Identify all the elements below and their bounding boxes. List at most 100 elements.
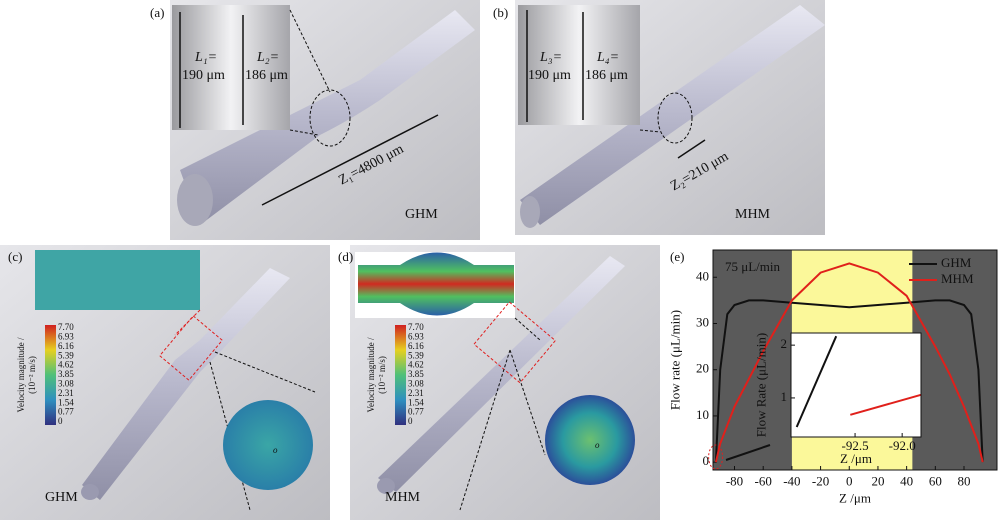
tube <box>180 10 475 225</box>
zoom-ellipse <box>309 89 351 147</box>
colorbar <box>395 325 406 425</box>
y-axis-label: Flow Rate (μL/min) <box>753 333 768 437</box>
panel-d: (d) Velocity magnitude / (10⁻² m/s) o MH… <box>338 245 660 520</box>
section-contour <box>35 250 200 310</box>
x-tick-label: 60 <box>929 474 942 489</box>
panel-label: (c) <box>8 249 22 264</box>
colorbar-tick-label: 0.77 <box>58 407 74 417</box>
zoom-line <box>514 317 541 341</box>
colorbar-tick-label: 3.85 <box>58 369 74 379</box>
y-axis-label: Flow rate (μL/min) <box>668 310 683 410</box>
legend-label: MHM <box>941 271 974 286</box>
series-line <box>795 335 838 428</box>
zoom-line <box>639 129 661 133</box>
colorbar <box>45 325 56 425</box>
tube-end <box>377 478 395 494</box>
inset-view <box>172 5 290 130</box>
panel-b: (b) L₃= 190 μm L₄= 186 μm Z₂=210 μm MHM <box>493 0 825 235</box>
tube-end <box>177 174 213 226</box>
x-tick-label: 40 <box>900 474 913 489</box>
colorbar-ticks: 7.706.936.165.394.623.853.082.311.540.77… <box>408 322 424 426</box>
panel-c: (c) Velocity magnitude / (10⁻² m/s) o GH… <box>0 245 330 520</box>
model-name: GHM <box>45 490 78 505</box>
series-line <box>714 299 984 463</box>
model-name: GHM <box>405 207 438 222</box>
model-name: MHM <box>385 490 421 505</box>
dimension-label: L₃= <box>539 50 562 65</box>
zoom-line <box>289 9 331 93</box>
tube-end <box>81 484 99 500</box>
panel-label: (b) <box>493 5 508 20</box>
x-tick-label: 20 <box>871 474 884 489</box>
dimension-label: L₁= <box>194 50 217 65</box>
y-tick-label: 0 <box>703 453 710 468</box>
origin-label: o <box>273 445 278 455</box>
x-tick-label: -92.5 <box>842 438 869 453</box>
zoom-line <box>214 351 316 393</box>
y-tick-label: 40 <box>696 268 709 283</box>
zoom-marker <box>708 444 724 470</box>
x-tick-label: -80 <box>726 474 743 489</box>
colorbar-label: Velocity magnitude / <box>16 337 26 412</box>
zoom-line <box>509 349 546 456</box>
dimension-value: 190 μm <box>182 68 225 83</box>
panel-e: (e) -80 -60 -40 -20 0 20 40 60 80 0 10 20 30 40 Z /μm F… <box>668 249 998 505</box>
dimension-label: L₂= <box>256 50 279 65</box>
colorbar-tick-label: 0 <box>408 416 413 426</box>
tube <box>82 268 290 500</box>
colorbar-tick-label: 1.54 <box>58 397 74 407</box>
zoom-ellipse <box>657 92 693 144</box>
colorbar-tick-label: 5.39 <box>58 350 74 360</box>
colorbar-tick-label: 3.85 <box>408 369 424 379</box>
colorbar-tick-label: 4.62 <box>408 360 424 370</box>
colorbar-tick-label: 6.93 <box>408 331 424 341</box>
series-line <box>714 262 984 463</box>
cross-section <box>223 400 313 490</box>
x-tick-label: 80 <box>958 474 971 489</box>
zoom-box <box>473 301 557 384</box>
annotation: 75 μL/min <box>725 259 780 274</box>
x-tick-label: 0 <box>846 474 853 489</box>
model-name: MHM <box>735 207 771 222</box>
tube-end <box>520 196 540 228</box>
dimension-line <box>677 139 706 159</box>
origin-label: o <box>595 440 600 450</box>
x-axis-label: Z /μm <box>840 451 872 466</box>
colorbar-tick-label: 6.93 <box>58 331 74 341</box>
colorbar-tick-label: 5.39 <box>408 350 424 360</box>
panel-label: (e) <box>670 249 684 264</box>
cross-section <box>545 395 635 485</box>
x-tick-label: -60 <box>755 474 772 489</box>
inset-view <box>518 5 640 125</box>
zoom-arrow <box>725 444 771 461</box>
colorbar-tick-label: 3.08 <box>58 378 74 388</box>
plot-background <box>791 333 921 437</box>
colorbar-ticks: 7.706.936.165.394.623.853.082.311.540.77… <box>58 322 74 426</box>
colorbar-unit: (10⁻² m/s) <box>27 356 37 394</box>
x-axis-label: Z /μm <box>839 490 871 505</box>
plot-frame <box>712 249 998 471</box>
colorbar-tick-label: 1.54 <box>408 397 424 407</box>
panel-a: (a) L₁= 190 μm L₂= 186 μm Z₁=4800 μm GHM <box>150 0 480 240</box>
colorbar-tick-label: 2.31 <box>58 388 74 398</box>
x-tick-label: -20 <box>812 474 829 489</box>
colorbar-tick-label: 6.16 <box>408 341 424 351</box>
zoom-line <box>174 309 201 336</box>
tube <box>520 5 825 225</box>
y-tick-label: 30 <box>696 314 709 329</box>
legend-label: GHM <box>941 255 972 270</box>
dimension-value: 186 μm <box>585 68 628 83</box>
plot-frame <box>790 332 922 438</box>
colorbar-tick-label: 4.62 <box>58 360 74 370</box>
x-tick-label: -92.0 <box>889 438 916 453</box>
colorbar-unit: (10⁻² m/s) <box>377 356 387 394</box>
y-tick-label: 1 <box>781 389 788 404</box>
dimension-line <box>261 114 439 206</box>
colorbar-label: Velocity magnitude / <box>366 337 376 412</box>
y-tick-label: 20 <box>696 361 709 376</box>
dimension-value: 186 μm <box>245 68 288 83</box>
y-tick-label: 10 <box>696 407 709 422</box>
colorbar-tick-label: 0.77 <box>408 407 424 417</box>
x-tick-label: -40 <box>783 474 800 489</box>
